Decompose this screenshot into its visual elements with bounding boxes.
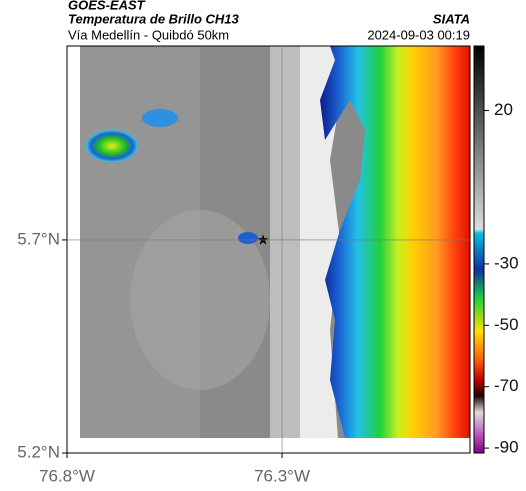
colorbar-tick-label: -70 [494,376,519,395]
colorbar-tick-label: -90 [494,438,519,457]
x-tick-label: 76.3°W [254,466,310,485]
source: GOES-EAST [68,0,146,12]
satellite-image: ★ [80,46,470,438]
colorbar-tick-label: -50 [494,315,519,334]
timestamp: 2024-09-03 00:19 [367,27,470,42]
subtitle: Vía Medellín - Quibdó 50km [68,27,229,42]
colorbar-tick-label: -30 [494,253,519,272]
y-tick-label: 5.7°N [17,229,60,248]
brand: SIATA [433,11,470,26]
colorbar-tick-label: 20 [494,100,513,119]
colorbar [473,45,485,454]
title: Temperatura de Brillo CH13 [68,11,240,26]
ticks: 76.8°W 76.3°W 5.2°N 5.7°N 20 -30 -50 -70 -90 [17,46,519,485]
x-tick-label: 76.8°W [39,466,95,485]
map-frame [66,45,471,454]
y-tick-label: 5.2°N [17,442,60,461]
